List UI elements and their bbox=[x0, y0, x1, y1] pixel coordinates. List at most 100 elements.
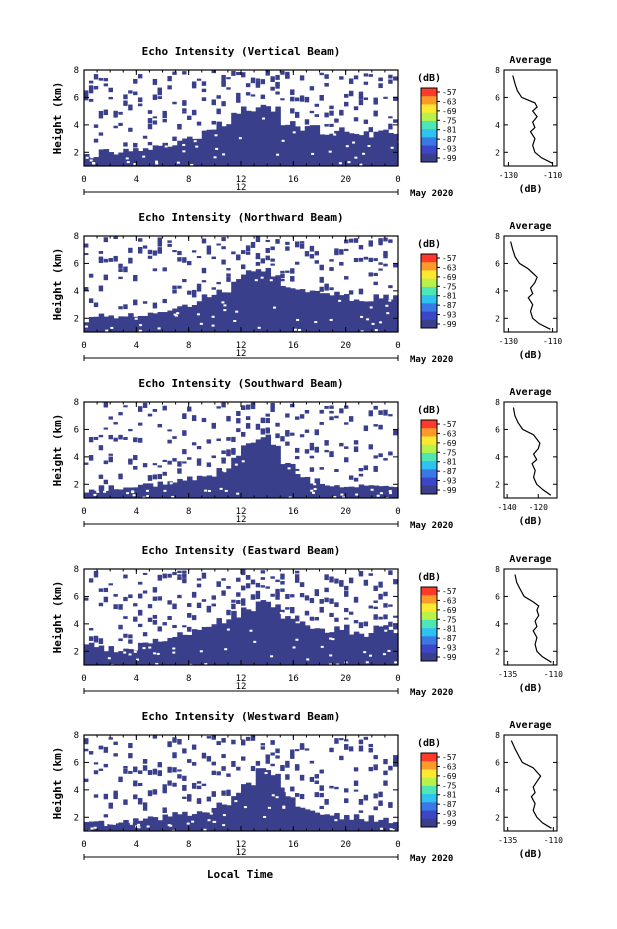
echo-cell bbox=[162, 787, 167, 791]
echo-cell bbox=[88, 88, 94, 94]
echo-cell bbox=[241, 72, 246, 76]
colorbar-tick-label: -69 bbox=[442, 606, 457, 615]
echo-cell bbox=[137, 440, 143, 443]
echo-cell bbox=[275, 748, 280, 754]
echo-cell bbox=[162, 405, 167, 411]
echo-cell bbox=[353, 257, 359, 263]
echo-gap bbox=[169, 482, 173, 485]
echo-gap bbox=[148, 646, 152, 649]
echo-cell bbox=[290, 268, 295, 274]
echo-column bbox=[84, 153, 90, 166]
echo-cell bbox=[363, 579, 369, 586]
echo-column bbox=[319, 814, 326, 831]
echo-cell bbox=[334, 617, 339, 622]
colorbar-segment bbox=[421, 818, 437, 828]
echo-cell bbox=[378, 239, 383, 246]
echo-cell bbox=[358, 96, 364, 100]
echo-cell bbox=[290, 754, 295, 759]
echo-column bbox=[98, 313, 105, 332]
echo-cell bbox=[147, 249, 153, 255]
echo-cell bbox=[196, 256, 202, 259]
echo-gap bbox=[214, 134, 218, 137]
echo-cell bbox=[137, 249, 143, 254]
echo-column bbox=[231, 610, 237, 665]
echo-gap bbox=[156, 652, 160, 655]
echo-gap bbox=[103, 664, 107, 667]
echo-cell bbox=[358, 622, 364, 629]
echo-cell bbox=[236, 411, 241, 416]
echo-column bbox=[84, 492, 90, 498]
colorbar-segment bbox=[421, 295, 437, 304]
echo-cell bbox=[187, 759, 192, 763]
echo-cell bbox=[196, 445, 202, 450]
echo-column bbox=[393, 295, 399, 332]
x-tick-label: 0 bbox=[395, 507, 400, 517]
echo-cell bbox=[299, 414, 305, 419]
x-tick-label: 8 bbox=[186, 674, 191, 684]
colorbar-tick-label: -99 bbox=[442, 486, 457, 495]
echo-column bbox=[88, 642, 95, 665]
echo-cell bbox=[299, 793, 305, 800]
echo-column bbox=[142, 483, 149, 498]
echo-column bbox=[388, 629, 394, 665]
echo-column bbox=[98, 485, 105, 498]
echo-cell bbox=[113, 741, 118, 745]
echo-column bbox=[270, 276, 276, 332]
echo-gap bbox=[281, 139, 285, 142]
echo-cell bbox=[167, 76, 172, 82]
echo-column bbox=[368, 301, 375, 332]
echo-cell bbox=[182, 108, 187, 112]
echo-gap bbox=[275, 796, 279, 799]
echo-column bbox=[383, 817, 389, 831]
echo-column bbox=[339, 819, 345, 831]
echo-cell bbox=[388, 116, 393, 119]
echo-cell bbox=[88, 578, 94, 583]
echo-gap bbox=[222, 824, 226, 827]
echo-column bbox=[299, 130, 306, 166]
echo-gap bbox=[359, 163, 363, 166]
echo-cell bbox=[172, 250, 177, 253]
echo-cell bbox=[324, 112, 329, 118]
echo-cell bbox=[172, 603, 177, 610]
echo-cell bbox=[309, 86, 315, 91]
echo-gap bbox=[117, 497, 121, 500]
colorbar-tick-label: -57 bbox=[442, 88, 457, 97]
profile-y-tick-label: 4 bbox=[495, 287, 500, 296]
echo-cell bbox=[334, 118, 339, 123]
echo-gap bbox=[345, 145, 349, 148]
echo-cell bbox=[211, 120, 216, 125]
echo-cell bbox=[314, 103, 320, 107]
profile-y-tick-label: 2 bbox=[495, 813, 500, 822]
profile-frame bbox=[503, 69, 558, 167]
echo-cell bbox=[103, 237, 109, 243]
x-tick-label: 4 bbox=[134, 674, 139, 684]
x-tick-label: 12 bbox=[236, 674, 247, 684]
echo-cell bbox=[265, 413, 270, 417]
x-tick-label: 20 bbox=[340, 341, 351, 351]
echo-gap bbox=[306, 658, 310, 661]
echo-cell bbox=[383, 253, 388, 259]
echo-cell bbox=[383, 614, 388, 620]
echo-column bbox=[378, 486, 384, 498]
colorbar-segment bbox=[421, 286, 437, 296]
echo-cell bbox=[363, 797, 369, 801]
x-tick-label: 20 bbox=[340, 175, 351, 185]
echo-column bbox=[196, 301, 203, 332]
echo-gap bbox=[234, 800, 238, 803]
echo-cell bbox=[304, 251, 310, 254]
echo-gap bbox=[223, 309, 227, 312]
echo-gap bbox=[329, 654, 333, 657]
local-time-axis-label: Local Time bbox=[207, 868, 274, 881]
echo-column bbox=[245, 782, 252, 831]
echo-column bbox=[216, 618, 222, 665]
echo-cell bbox=[353, 767, 359, 772]
echo-cell bbox=[172, 71, 177, 75]
echo-cell bbox=[206, 249, 212, 255]
echo-cell bbox=[167, 439, 172, 444]
echo-gap bbox=[363, 651, 367, 654]
echo-cell bbox=[236, 600, 241, 604]
echo-cell bbox=[172, 458, 177, 462]
echo-column bbox=[324, 293, 330, 332]
echo-cell bbox=[383, 237, 388, 242]
echo-cell bbox=[265, 759, 270, 764]
